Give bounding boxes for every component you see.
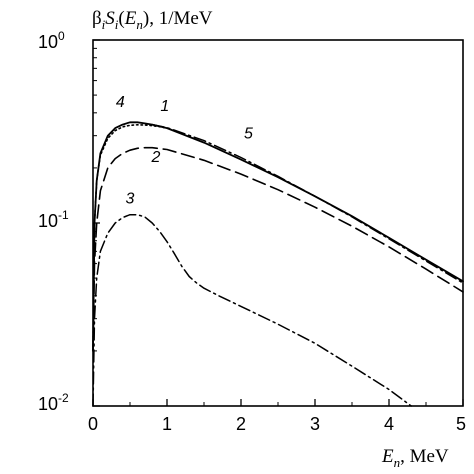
series-line-1 [92, 121, 464, 352]
x-tick-label-4: 4 [384, 414, 394, 434]
x-tick-label-1: 1 [162, 414, 172, 434]
curve-label-5: 5 [244, 125, 253, 142]
x-axis-label: En, MeV [381, 446, 449, 470]
series-group [92, 121, 464, 407]
series-line-2 [92, 146, 464, 352]
tick-marks [92, 39, 464, 407]
series-line-4 [92, 124, 168, 352]
y-tick-label-1e0: 100 [38, 29, 65, 52]
series-line-3 [92, 213, 412, 407]
curve-labels: 4 1 5 2 3 [116, 94, 253, 207]
curve-label-2: 2 [150, 149, 160, 166]
y-tick-label-1e-2: 10-2 [38, 391, 69, 414]
x-tick-label-3: 3 [310, 414, 320, 434]
y-axis-label: βiSi(En), 1/MeV [92, 8, 213, 32]
plot-frame [92, 39, 464, 407]
x-tick-label-5: 5 [456, 414, 466, 434]
curve-label-3: 3 [126, 190, 135, 207]
curve-label-4: 4 [116, 94, 125, 111]
y-tick-label-1e-1: 10-1 [38, 208, 69, 231]
x-tick-label-2: 2 [236, 414, 246, 434]
x-tick-label-0: 0 [88, 414, 98, 434]
curve-label-1: 1 [160, 98, 169, 115]
